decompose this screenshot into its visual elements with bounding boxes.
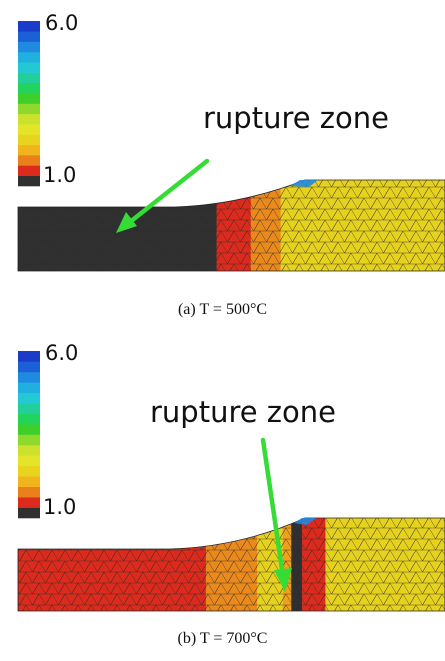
scale-swatch [18,93,40,104]
pointer-arrow [116,158,210,233]
scale-swatch [18,31,40,42]
scale-swatch [18,476,40,487]
caption-b: (b) T = 700°C [177,630,268,647]
scale-swatch [18,103,40,115]
scale-swatch [18,455,40,467]
pointer-arrow [260,437,292,592]
color-scale [18,351,40,519]
scale-swatch [18,21,40,32]
scale-swatch [18,424,40,435]
scale-swatch [18,72,40,84]
panel-b: 6.0 1.0 rupture zone (b) T = 700°C [0,330,445,661]
scale-swatch [18,465,40,477]
panel-b-figure: 6.0 1.0 rupture zone [17,341,445,612]
mesh-outline [17,179,445,272]
scale-swatch [18,507,40,519]
scale-swatch [18,134,40,146]
scale-swatch [18,155,40,166]
scale-swatch [18,382,40,394]
scale-swatch [18,413,40,425]
scale-swatch [18,486,40,498]
scale-swatch [18,351,40,362]
scale-swatch [18,361,40,373]
rupture-zone-label: rupture zone [203,101,389,135]
scale-swatch [18,497,40,508]
mesh-outline [17,517,445,612]
panel-a: 6.0 1.0 rupture zone (a) T = 500°C [0,0,445,330]
caption-a: (a) T = 500°C [177,301,268,318]
panel-a-figure: 6.0 1.0 rupture zone [17,11,445,272]
scale-min-label: 1.0 [43,163,76,187]
scale-swatch [18,392,40,404]
scale-swatch [18,82,40,94]
scale-swatch [18,62,40,73]
scale-swatch [18,371,40,383]
scale-swatch [18,144,40,156]
hotspot-marker [294,518,316,525]
scale-max-label: 6.0 [45,341,78,365]
scale-swatch [18,165,40,176]
hotspot-marker [290,180,318,187]
scale-swatch [18,124,40,135]
scale-swatch [18,175,40,187]
rupture-zone-label: rupture zone [150,395,336,429]
scale-min-label: 1.0 [43,495,76,519]
scale-swatch [18,444,40,456]
scale-max-label: 6.0 [45,11,78,35]
scale-swatch [18,41,40,53]
scale-swatch [18,403,40,414]
scale-swatch [18,51,40,63]
scale-swatch [18,434,40,446]
scale-swatch [18,113,40,125]
color-scale [18,21,40,187]
